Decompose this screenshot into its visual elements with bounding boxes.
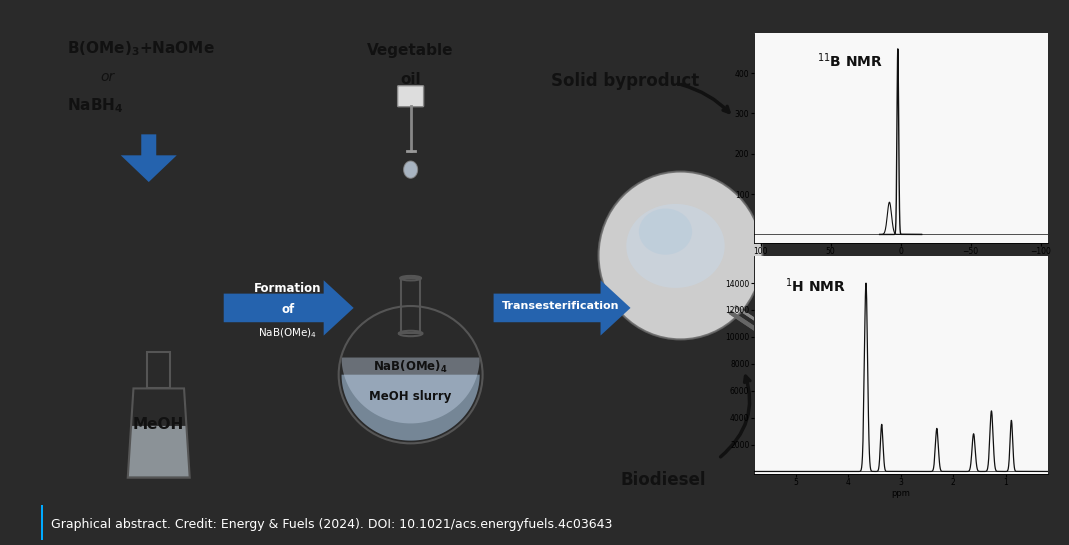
Text: MeOH: MeOH <box>134 417 184 432</box>
Polygon shape <box>223 280 354 336</box>
Polygon shape <box>404 161 418 178</box>
Polygon shape <box>341 375 480 440</box>
Ellipse shape <box>626 204 725 288</box>
Text: Graphical abstract. Credit: Energy & Fuels (2024). DOI: 10.1021/acs.energyfuels.: Graphical abstract. Credit: Energy & Fue… <box>51 518 613 531</box>
Text: or: or <box>100 70 115 84</box>
Text: Vegetable: Vegetable <box>368 43 454 58</box>
Text: Formation: Formation <box>254 282 322 295</box>
Ellipse shape <box>639 209 692 255</box>
Text: $\bf{NaB(OMe)_4}$: $\bf{NaB(OMe)_4}$ <box>373 359 448 375</box>
Text: Biodiesel: Biodiesel <box>621 470 707 489</box>
FancyBboxPatch shape <box>398 86 423 107</box>
Text: oil: oil <box>400 71 421 87</box>
Polygon shape <box>341 358 480 423</box>
Text: Transesterification: Transesterification <box>501 301 619 311</box>
Ellipse shape <box>796 354 808 363</box>
Text: $\bf{NaBH_4}$: $\bf{NaBH_4}$ <box>66 96 123 115</box>
Text: $\rm{NaB(OMe)_4}$: $\rm{NaB(OMe)_4}$ <box>258 327 317 341</box>
Ellipse shape <box>599 172 762 340</box>
X-axis label: ppm: ppm <box>892 257 910 266</box>
Text: Solid byproduct: Solid byproduct <box>551 72 699 90</box>
Text: $^{1}$H NMR: $^{1}$H NMR <box>785 276 847 295</box>
X-axis label: ppm: ppm <box>892 489 910 498</box>
Text: MeOH slurry: MeOH slurry <box>370 390 452 403</box>
Text: of: of <box>281 304 294 316</box>
Polygon shape <box>121 135 176 182</box>
Ellipse shape <box>793 349 805 359</box>
Polygon shape <box>494 280 631 336</box>
Polygon shape <box>128 426 189 477</box>
FancyBboxPatch shape <box>41 505 43 540</box>
Text: $^{11}$B NMR: $^{11}$B NMR <box>817 52 883 70</box>
Text: $\bf{B(OMe)_3}$$\bf{ + NaOMe}$: $\bf{B(OMe)_3}$$\bf{ + NaOMe}$ <box>66 39 215 58</box>
